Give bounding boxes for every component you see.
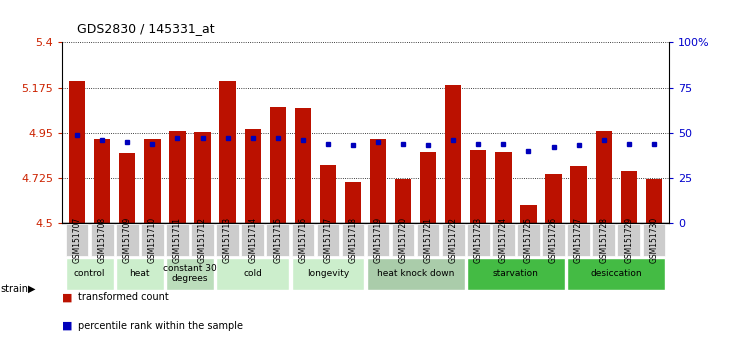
Text: GSM151730: GSM151730 — [649, 217, 659, 263]
FancyBboxPatch shape — [367, 258, 464, 290]
Text: transformed count: transformed count — [78, 292, 169, 302]
Bar — [470, 150, 486, 223]
Bar — [645, 179, 662, 223]
FancyBboxPatch shape — [216, 258, 289, 290]
FancyBboxPatch shape — [492, 224, 515, 256]
Text: GSM151721: GSM151721 — [424, 217, 433, 263]
Text: percentile rank within the sample: percentile rank within the sample — [78, 321, 243, 331]
Bar — [144, 139, 161, 223]
Text: desiccation: desiccation — [591, 269, 642, 278]
Text: GSM151720: GSM151720 — [398, 217, 408, 263]
Text: GSM151713: GSM151713 — [223, 217, 232, 263]
Bar — [520, 205, 537, 223]
FancyBboxPatch shape — [567, 258, 665, 290]
Bar — [345, 182, 361, 223]
FancyBboxPatch shape — [66, 258, 113, 290]
Text: GSM151725: GSM151725 — [524, 217, 533, 263]
Text: longevity: longevity — [307, 269, 349, 278]
FancyBboxPatch shape — [166, 224, 189, 256]
Text: ▶: ▶ — [28, 284, 35, 293]
Text: GSM151723: GSM151723 — [474, 217, 482, 263]
FancyBboxPatch shape — [643, 224, 665, 256]
Text: GSM151714: GSM151714 — [249, 217, 257, 263]
FancyBboxPatch shape — [542, 224, 565, 256]
Bar — [495, 152, 512, 223]
FancyBboxPatch shape — [267, 224, 289, 256]
Bar — [319, 165, 336, 223]
FancyBboxPatch shape — [618, 224, 640, 256]
FancyBboxPatch shape — [292, 224, 314, 256]
Text: GSM151726: GSM151726 — [549, 217, 558, 263]
FancyBboxPatch shape — [292, 258, 364, 290]
FancyBboxPatch shape — [341, 224, 364, 256]
Bar — [395, 179, 412, 223]
FancyBboxPatch shape — [141, 224, 164, 256]
Bar — [270, 107, 286, 223]
Bar — [194, 132, 211, 223]
FancyBboxPatch shape — [66, 224, 88, 256]
Text: GSM151727: GSM151727 — [574, 217, 583, 263]
Text: heat knock down: heat knock down — [377, 269, 455, 278]
Bar — [69, 81, 86, 223]
FancyBboxPatch shape — [392, 224, 414, 256]
FancyBboxPatch shape — [317, 224, 339, 256]
Bar — [295, 108, 311, 223]
Text: starvation: starvation — [493, 269, 539, 278]
Text: GSM151722: GSM151722 — [449, 217, 458, 263]
Bar — [570, 166, 587, 223]
FancyBboxPatch shape — [241, 224, 264, 256]
Text: GSM151718: GSM151718 — [349, 217, 357, 263]
Text: cold: cold — [243, 269, 262, 278]
Text: GSM151711: GSM151711 — [173, 217, 182, 263]
Bar — [119, 153, 135, 223]
Text: GSM151728: GSM151728 — [599, 217, 608, 263]
Bar — [621, 171, 637, 223]
Text: ■: ■ — [62, 321, 72, 331]
FancyBboxPatch shape — [116, 258, 164, 290]
FancyBboxPatch shape — [467, 224, 490, 256]
Text: GSM151719: GSM151719 — [374, 217, 382, 263]
Text: GSM151729: GSM151729 — [624, 217, 633, 263]
Bar — [445, 85, 461, 223]
Text: GSM151716: GSM151716 — [298, 217, 307, 263]
Bar — [219, 81, 236, 223]
Bar — [370, 139, 386, 223]
Text: heat: heat — [129, 269, 150, 278]
Text: GSM151709: GSM151709 — [123, 217, 132, 263]
Bar — [94, 139, 110, 223]
FancyBboxPatch shape — [442, 224, 464, 256]
Bar — [170, 131, 186, 223]
Text: strain: strain — [0, 284, 28, 293]
Bar — [545, 174, 561, 223]
Text: GSM151715: GSM151715 — [273, 217, 282, 263]
FancyBboxPatch shape — [417, 224, 439, 256]
Text: control: control — [74, 269, 105, 278]
FancyBboxPatch shape — [192, 224, 213, 256]
FancyBboxPatch shape — [216, 224, 239, 256]
Bar — [420, 152, 436, 223]
Text: GSM151724: GSM151724 — [499, 217, 508, 263]
FancyBboxPatch shape — [91, 224, 113, 256]
Bar — [596, 131, 612, 223]
FancyBboxPatch shape — [567, 224, 590, 256]
FancyBboxPatch shape — [518, 224, 539, 256]
Bar — [245, 129, 261, 223]
Text: ■: ■ — [62, 292, 72, 302]
FancyBboxPatch shape — [367, 224, 390, 256]
FancyBboxPatch shape — [116, 224, 139, 256]
Text: GDS2830 / 145331_at: GDS2830 / 145331_at — [77, 22, 214, 35]
Text: GSM151712: GSM151712 — [198, 217, 207, 263]
Text: constant 30
degrees: constant 30 degrees — [163, 264, 217, 283]
FancyBboxPatch shape — [467, 258, 565, 290]
Text: GSM151707: GSM151707 — [72, 217, 82, 263]
Text: GSM151708: GSM151708 — [98, 217, 107, 263]
FancyBboxPatch shape — [166, 258, 213, 290]
FancyBboxPatch shape — [592, 224, 615, 256]
Text: GSM151710: GSM151710 — [148, 217, 157, 263]
Text: GSM151717: GSM151717 — [323, 217, 333, 263]
